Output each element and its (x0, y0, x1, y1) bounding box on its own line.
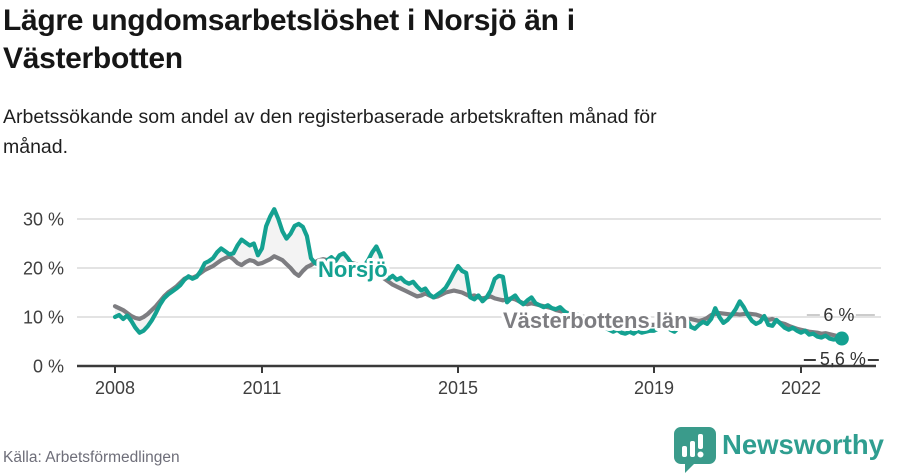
newsworthy-logo: Newsworthy (670, 423, 898, 473)
y-tick-label: 20 % (23, 259, 64, 279)
norsjo-line (112, 207, 844, 342)
between-series-area (115, 209, 842, 340)
y-tick-label: 10 % (23, 308, 64, 328)
vasterbotten-end-value-label: 6 % (823, 305, 854, 325)
chart-subtitle: Arbetssökande som andel av den registerb… (3, 102, 823, 162)
x-tick-label: 2015 (438, 378, 478, 398)
x-tick-label: 2022 (781, 378, 821, 398)
y-tick-label: 0 % (33, 357, 64, 377)
x-tick-label: 2008 (95, 378, 135, 398)
newsworthy-bubble-chart-icon (674, 427, 716, 473)
norsjo-end-value-label: 5,6 % (820, 349, 866, 369)
x-tick-label: 2011 (243, 378, 282, 398)
chart-subtitle-line2: månad. (3, 136, 69, 159)
page-title: Lägre ungdomsarbetslöshet i Norsjö än i … (3, 2, 773, 79)
vasterbotten-series-label: Västerbottens län (503, 308, 688, 333)
x-tick-label: 2019 (634, 378, 674, 398)
newsworthy-wordmark: Newsworthy (722, 429, 884, 460)
page-title-line1: Lägre ungdomsarbetslöshet i Norsjö än i (3, 4, 575, 37)
norsjo-series-label: Norsjö (318, 257, 388, 282)
chart-subtitle-line1: Arbetssökande som andel av den registerb… (3, 106, 657, 128)
page-title-line2: Västerbotten (3, 42, 183, 76)
y-tick-label: 30 % (23, 210, 64, 230)
source-note: Källa: Arbetsförmedlingen (3, 449, 180, 466)
norsjo-end-dot (834, 331, 849, 346)
